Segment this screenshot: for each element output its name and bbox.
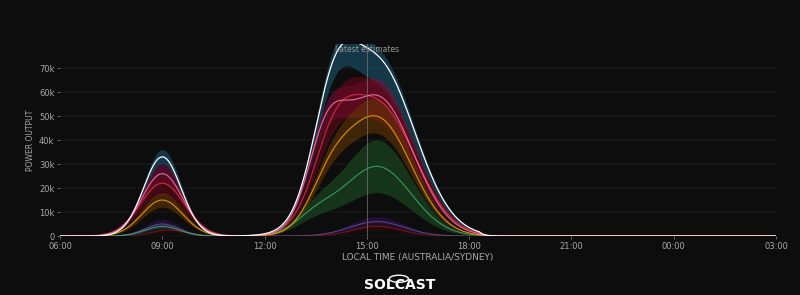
Circle shape [393, 276, 405, 281]
Text: Latest estimates: Latest estimates [334, 45, 399, 54]
Y-axis label: POWER OUTPUT: POWER OUTPUT [26, 109, 34, 171]
X-axis label: LOCAL TIME (AUSTRALIA/SYDNEY): LOCAL TIME (AUSTRALIA/SYDNEY) [342, 253, 494, 262]
Text: SOLCAST: SOLCAST [364, 278, 436, 292]
